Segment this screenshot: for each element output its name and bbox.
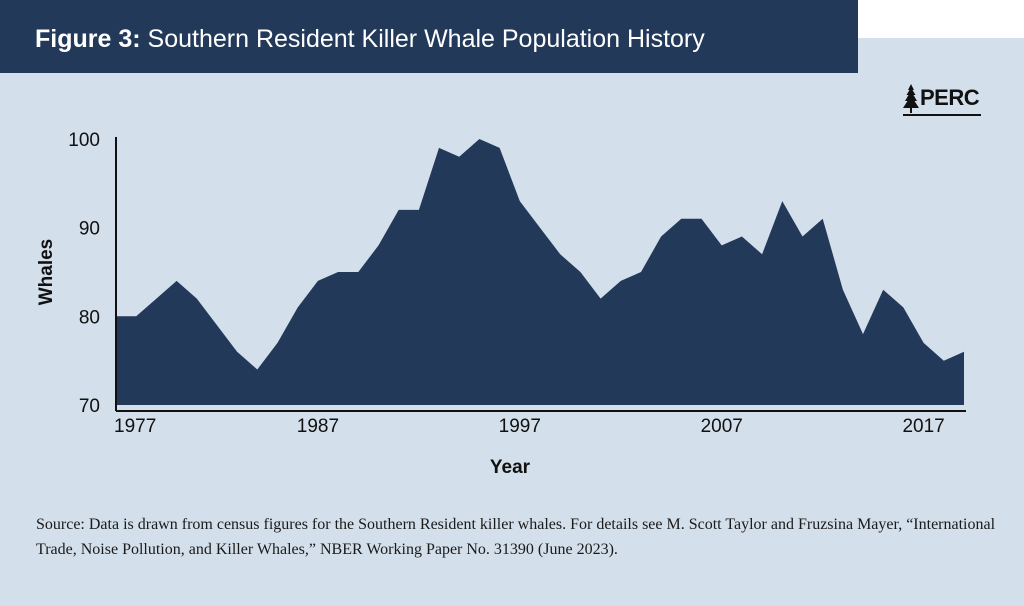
logo-text: PERC (920, 85, 980, 110)
x-tick-label-1997: 1997 (499, 416, 541, 437)
y-tick-label-80: 80 (79, 307, 100, 328)
figure-title: Figure 3: Southern Resident Killer Whale… (35, 24, 705, 54)
x-tick-label-1977: 1977 (114, 416, 156, 437)
logo-underline (903, 114, 981, 116)
y-tick-label-100: 100 (68, 130, 100, 151)
y-axis-title: Whales (36, 239, 57, 306)
chart-title: Southern Resident Killer Whale Populatio… (147, 25, 705, 53)
y-tick-label-70: 70 (79, 396, 100, 417)
population-area (116, 139, 964, 405)
x-tick-label-2017: 2017 (902, 416, 944, 437)
x-axis-title: Year (490, 457, 531, 478)
pine-tree-icon (903, 84, 919, 113)
perc-logo: PERC (903, 84, 981, 118)
top-right-corner (858, 0, 1024, 38)
x-tick-label-1987: 1987 (297, 416, 339, 437)
figure-label: Figure 3: (35, 25, 141, 53)
title-banner: Figure 3: Southern Resident Killer Whale… (0, 0, 858, 73)
source-note: Source: Data is drawn from census figure… (36, 516, 996, 558)
x-tick-label-2007: 2007 (701, 416, 743, 437)
plot-area: 70 80 90 100 1977 1987 1997 2007 2017 Year Whales (36, 130, 966, 478)
y-tick-label-90: 90 (79, 219, 100, 240)
